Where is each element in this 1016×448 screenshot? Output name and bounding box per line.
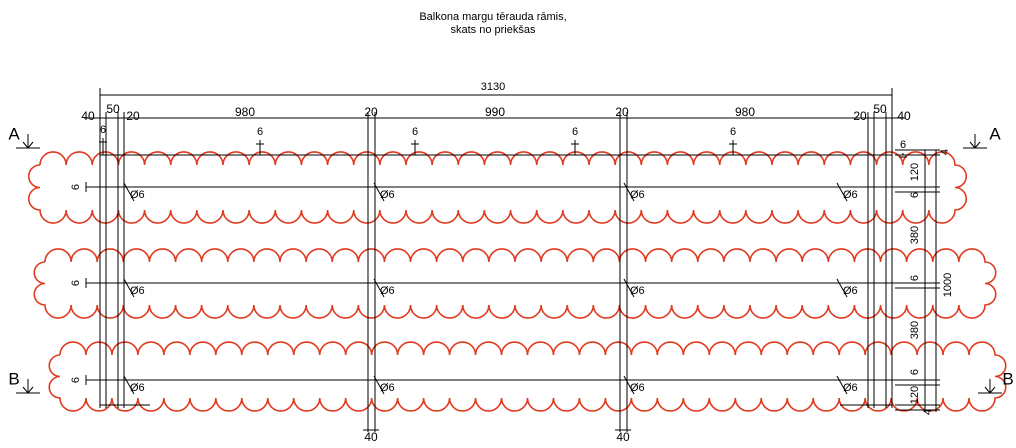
line	[623, 278, 635, 298]
line	[984, 386, 991, 394]
dimension-label: 6	[909, 275, 921, 281]
line	[123, 375, 135, 395]
dimension-label: Ø6	[130, 189, 145, 201]
dimension-label: Ø6	[130, 285, 145, 297]
line	[22, 386, 29, 394]
line	[123, 182, 135, 202]
dimension-label: 20	[126, 109, 140, 123]
dimension-label: 980	[735, 105, 755, 119]
dimension-label: 6	[909, 369, 921, 375]
line	[974, 141, 981, 149]
dimension-label: Ø6	[843, 189, 858, 201]
dimension-label: 20	[364, 105, 378, 119]
dimension-label: 1000	[942, 273, 954, 297]
dimension-label: 20	[615, 105, 629, 119]
section-mark: A	[8, 124, 20, 143]
dimension-label: 6	[70, 280, 82, 286]
dimension-label: 6	[70, 184, 82, 190]
dimension-label: Ø6	[630, 382, 645, 394]
dimension-label: 40	[364, 430, 378, 444]
section-mark: B	[1002, 369, 1013, 388]
line	[836, 182, 848, 202]
line	[123, 278, 135, 298]
dimension-label: 6	[730, 126, 736, 138]
dimension-label: 6	[900, 139, 906, 151]
dimension-label: 20	[853, 109, 867, 123]
dimension-label: Ø6	[380, 382, 395, 394]
line	[623, 182, 635, 202]
line	[373, 375, 385, 395]
dimension-label: 50	[106, 102, 120, 116]
dimension-label: Ø6	[130, 382, 145, 394]
dimension-label: 4	[939, 149, 951, 155]
dimension-label: 6	[572, 126, 578, 138]
dimension-label: 4	[922, 409, 934, 415]
revision-cloud	[48, 341, 1007, 412]
dimension-label: Ø6	[843, 382, 858, 394]
line	[22, 141, 29, 149]
dimension-label: Ø6	[843, 285, 858, 297]
line	[969, 141, 976, 149]
section-mark: B	[8, 369, 19, 388]
line	[836, 375, 848, 395]
dimension-label: 6	[257, 126, 263, 138]
title-line: Balkona margu tērauda rāmis,	[419, 11, 566, 23]
line	[27, 141, 34, 149]
dimension-label: 50	[873, 102, 887, 116]
dimension-label: 980	[235, 105, 255, 119]
dimension-label: 990	[485, 105, 505, 119]
dimension-label: 40	[897, 109, 911, 123]
line	[373, 182, 385, 202]
dimension-label: 380	[909, 226, 921, 244]
dimension-label: 6	[412, 126, 418, 138]
line	[989, 386, 996, 394]
dimension-label: 120	[909, 386, 921, 404]
revision-cloud	[33, 248, 997, 319]
dimension-label: 6	[100, 124, 106, 136]
dimension-label: Ø6	[630, 189, 645, 201]
line	[27, 386, 34, 394]
line	[623, 375, 635, 395]
line	[836, 278, 848, 298]
title-line: skats no priekšas	[451, 24, 536, 36]
dimension-label: 40	[616, 430, 630, 444]
dimension-label: 40	[81, 109, 95, 123]
section-mark: A	[989, 124, 1001, 143]
line	[373, 278, 385, 298]
dimension-label: Ø6	[380, 189, 395, 201]
dimension-label: Ø6	[380, 285, 395, 297]
dimension-label: 6	[70, 377, 82, 383]
dimension-label: Ø6	[630, 285, 645, 297]
dimension-label: 120	[909, 163, 921, 181]
dimension-label: 6	[909, 192, 921, 198]
dimension-label: 380	[909, 321, 921, 339]
dimension-label: 3130	[481, 81, 505, 93]
